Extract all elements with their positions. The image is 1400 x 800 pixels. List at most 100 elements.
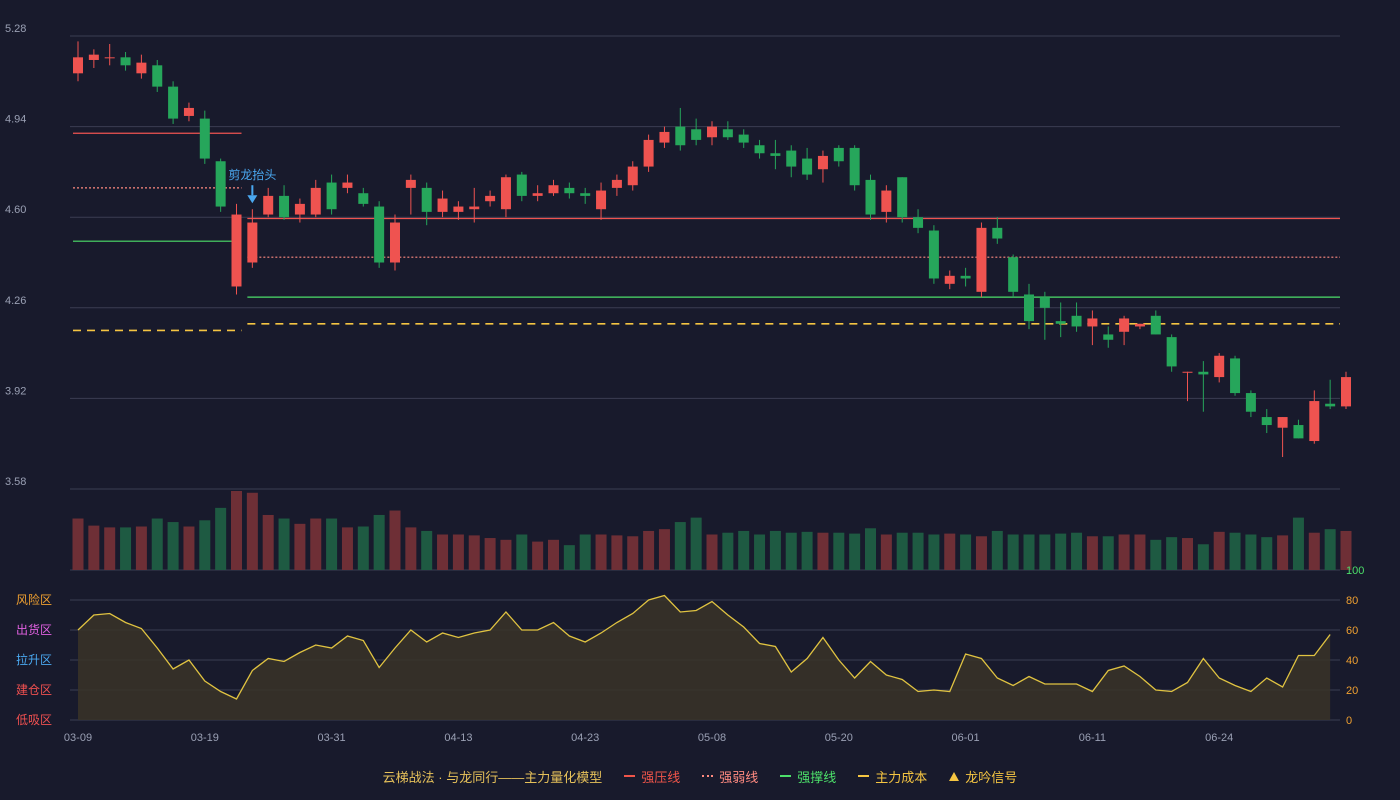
volume-bar	[548, 539, 559, 570]
oscillator-tick-label: 80	[1346, 595, 1358, 607]
volume-bar	[1166, 537, 1178, 570]
date-tick-label: 05-08	[698, 732, 726, 744]
legend-item-cost: 主力成本	[858, 767, 927, 786]
volume-bar	[452, 534, 464, 570]
date-tick-label: 03-31	[318, 732, 346, 744]
oscillator-tick-label: 20	[1346, 685, 1358, 697]
candle-body	[1245, 393, 1256, 412]
volume-bar	[262, 514, 274, 570]
volume-bar	[1150, 539, 1162, 570]
volume-bar	[896, 532, 908, 570]
candle-body	[580, 193, 591, 196]
volume-bar	[960, 534, 972, 570]
volume-bar	[1039, 534, 1051, 570]
candle-body	[1008, 257, 1019, 292]
candle-body	[1309, 401, 1320, 442]
price-axis: 5.28 4.94 4.60 4.26 3.92 3.58	[5, 23, 26, 488]
signal-label: 剪龙抬头	[228, 167, 276, 182]
legend-label: 强压线	[641, 769, 681, 785]
candle-body	[358, 193, 369, 204]
volume-bar	[1197, 544, 1209, 570]
oscillator-series	[77, 594, 1331, 720]
volume-bar	[1086, 536, 1098, 570]
volume-bar	[135, 526, 147, 570]
date-axis: 03-09 03-19 03-31 04-13 04-23 05-08 05-20 06-01…	[64, 732, 1233, 744]
candlestick-series	[73, 41, 1351, 458]
volume-bar	[738, 530, 750, 570]
oscillator-tick-label: 0	[1346, 715, 1352, 727]
candle-body	[643, 139, 654, 167]
volume-bar	[690, 517, 702, 570]
volume-bar	[357, 526, 369, 570]
legend-item-signal: 龙吟信号	[949, 767, 1017, 786]
volume-bar	[500, 539, 512, 570]
candle-body	[1293, 425, 1304, 439]
volume-bar	[373, 514, 385, 570]
cost-line-swatch	[858, 775, 870, 777]
candle-body	[1325, 403, 1336, 407]
down-arrow-icon	[247, 195, 258, 204]
candle-body	[469, 206, 480, 210]
volume-bar	[1340, 530, 1352, 570]
candle-body	[421, 187, 432, 212]
volume-bar	[1023, 534, 1035, 570]
volume-bar	[199, 520, 211, 570]
candle-body	[1182, 371, 1193, 373]
candle-body	[944, 275, 955, 284]
volume-bar	[991, 530, 1003, 570]
volume-bar	[928, 534, 940, 570]
legend-title: 云梯战法 · 与龙同行——主力量化模型	[382, 769, 603, 785]
volume-bar	[579, 534, 591, 570]
volume-bar	[944, 533, 956, 570]
volume-bar	[88, 525, 100, 570]
support-line-swatch	[780, 775, 792, 777]
candle-body	[152, 65, 163, 87]
volume-bar	[1261, 537, 1273, 570]
volume-bar	[341, 527, 353, 570]
candle-body	[516, 174, 527, 196]
candle-body	[342, 182, 353, 188]
volume-bar	[1213, 531, 1225, 570]
candle-body	[294, 203, 305, 215]
volume-bar	[643, 530, 655, 570]
volume-bar	[1245, 534, 1257, 570]
zone-label: 建仓区	[16, 683, 52, 697]
volume-bar	[849, 533, 861, 570]
volume-bar	[706, 534, 718, 570]
price-tick-label: 5.28	[5, 23, 26, 35]
candle-body	[279, 195, 290, 218]
candle-body	[913, 217, 924, 228]
price-grid	[70, 35, 1340, 571]
volume-bar	[611, 535, 623, 570]
candle-body	[437, 198, 448, 212]
volume-bar	[865, 528, 876, 570]
date-tick-label: 05-20	[825, 732, 853, 744]
volume-bar	[405, 527, 417, 570]
oscillator-area	[78, 595, 1331, 720]
volume-bar	[1102, 536, 1114, 570]
volume-bar	[595, 534, 607, 570]
legend-label: 主力成本	[875, 769, 928, 785]
zone-label: 低吸区	[16, 713, 52, 727]
candle-body	[1071, 315, 1082, 327]
candle-body	[833, 147, 844, 162]
volume-bar	[246, 492, 258, 570]
candle-body	[596, 190, 607, 210]
price-tick-label: 4.94	[5, 114, 26, 126]
legend-item-support: 强撑线	[780, 767, 836, 786]
volume-bar	[1292, 517, 1304, 570]
candle-body	[786, 150, 797, 167]
date-tick-label: 06-24	[1205, 732, 1233, 744]
oscillator-tick-label: 100	[1346, 565, 1364, 577]
candle-body	[390, 222, 400, 263]
candle-body	[310, 187, 321, 215]
volume-bar	[975, 536, 987, 570]
legend-label: 龙吟信号	[965, 769, 1018, 785]
candle-body	[120, 57, 131, 66]
candle-body	[88, 54, 99, 60]
candle-body	[485, 195, 496, 202]
volume-bar	[1229, 532, 1241, 570]
pressure-line-swatch	[624, 775, 636, 777]
candle-body	[1119, 318, 1130, 332]
